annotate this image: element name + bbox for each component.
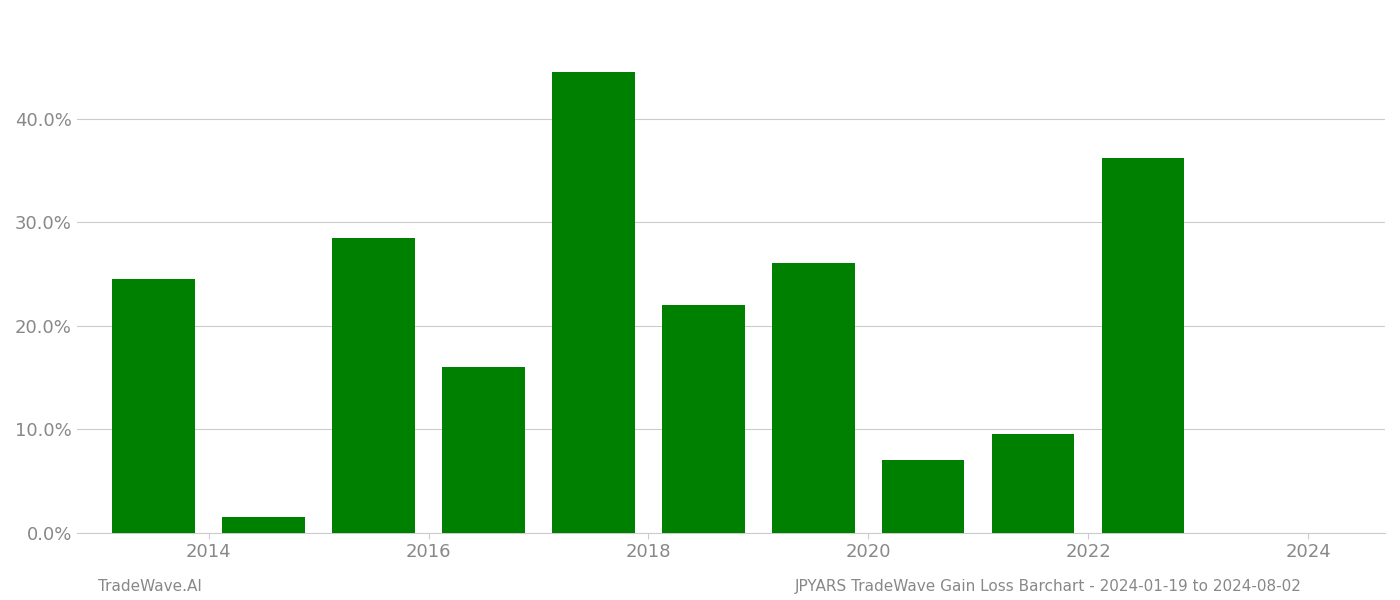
Bar — [771, 263, 854, 533]
Text: JPYARS TradeWave Gain Loss Barchart - 2024-01-19 to 2024-08-02: JPYARS TradeWave Gain Loss Barchart - 20… — [795, 579, 1302, 594]
Bar — [662, 305, 745, 533]
Bar — [442, 367, 525, 533]
Bar — [993, 434, 1074, 533]
Bar — [112, 279, 195, 533]
Bar — [552, 72, 634, 533]
Bar — [882, 460, 965, 533]
Bar — [332, 238, 414, 533]
Bar — [223, 517, 305, 533]
Bar — [1102, 158, 1184, 533]
Text: TradeWave.AI: TradeWave.AI — [98, 579, 202, 594]
